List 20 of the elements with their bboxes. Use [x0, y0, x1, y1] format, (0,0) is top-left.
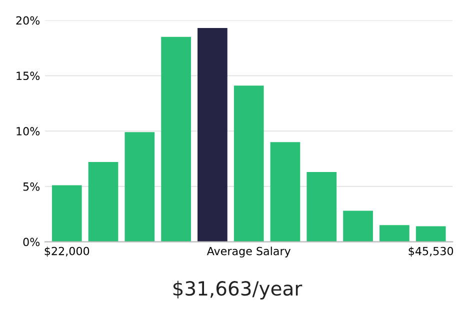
bar [380, 225, 410, 242]
bar [161, 36, 191, 242]
bar [198, 28, 228, 242]
y-tick-label: 0% [23, 238, 40, 246]
y-tick-label: 15% [16, 72, 40, 80]
bar [234, 86, 264, 242]
bar [270, 142, 300, 242]
text: $31,663/year [173, 280, 302, 300]
y-tick-label: 10% [16, 127, 40, 136]
x-tick-label: Average Salary [206, 246, 291, 258]
bar [306, 172, 337, 242]
bar [52, 185, 82, 242]
bar [343, 210, 373, 242]
bar [124, 132, 155, 242]
x-tick-label: $22,000 [44, 246, 90, 257]
y-tick-label: 5% [23, 182, 40, 191]
bar [88, 162, 118, 242]
x-tick-label: $45,530 [408, 246, 454, 257]
y-tick-label: 20% [16, 16, 40, 25]
bar [416, 226, 446, 242]
